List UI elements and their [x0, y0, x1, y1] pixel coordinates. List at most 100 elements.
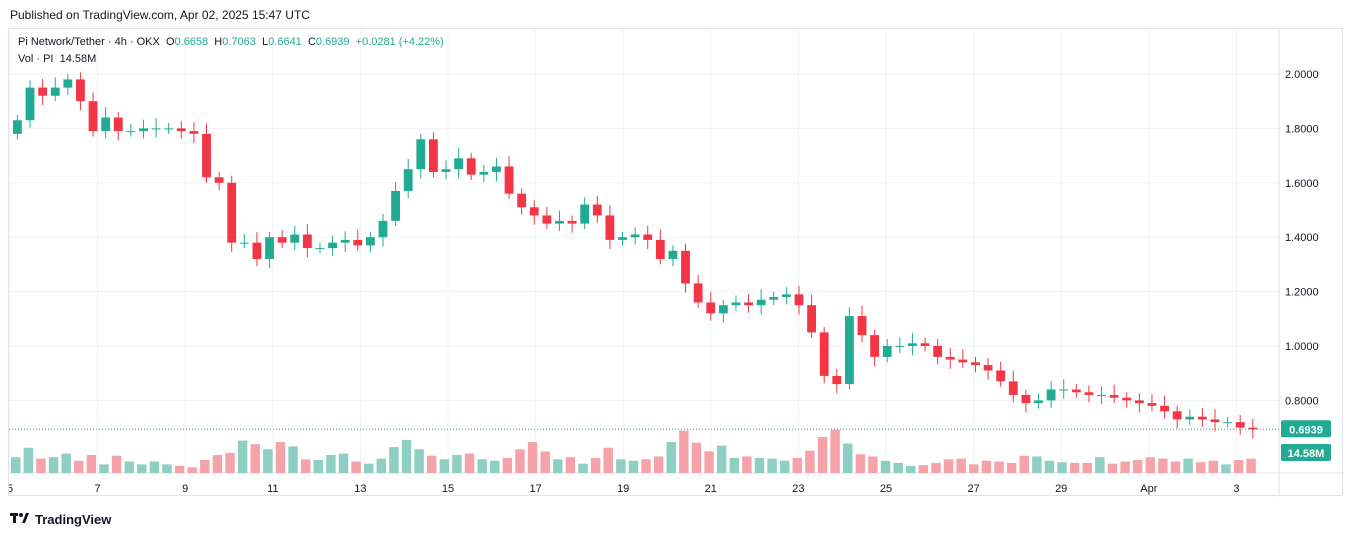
volume-bar: [187, 467, 197, 473]
volume-bar: [1170, 461, 1181, 473]
candle-body: [176, 128, 186, 132]
candle-body: [391, 190, 401, 221]
x-tick-label: 29: [1055, 483, 1067, 495]
candle-body: [996, 370, 1006, 382]
volume-bar: [1221, 464, 1231, 473]
candle-body: [126, 131, 136, 133]
y-tick-label: 2.0000: [1285, 69, 1319, 81]
chart-pane[interactable]: 2.0000 1.8000 1.6000 1.4000 1.2000 1.0000 0.80…: [8, 28, 1344, 497]
symbol-title[interactable]: Pi Network/Tether · 4h · OKX: [18, 36, 160, 48]
volume-bar: [943, 459, 954, 473]
candle-body: [416, 139, 426, 170]
volume-label: Vol · PI: [18, 53, 54, 65]
volume-bar: [477, 459, 487, 473]
volume-bar: [414, 449, 424, 473]
candle-body: [668, 250, 678, 259]
volume-bar: [439, 459, 450, 473]
candle-body: [1046, 389, 1056, 401]
volume-bar: [906, 465, 916, 473]
volume-bar: [742, 456, 752, 473]
candle-body: [290, 234, 300, 243]
y-tick-label: 1.8000: [1285, 123, 1319, 135]
volume-bar: [603, 447, 613, 473]
candle-body: [189, 131, 199, 134]
volume-bar: [464, 453, 475, 473]
candle-body: [1235, 422, 1245, 428]
volume-bar: [427, 455, 437, 473]
volume-bar: [300, 459, 311, 473]
candle-body: [1097, 394, 1106, 396]
candle-body: [1160, 405, 1169, 412]
candle-body: [845, 316, 854, 385]
volume-bar: [792, 457, 803, 473]
candle-body: [1172, 411, 1182, 420]
candle-body: [479, 171, 489, 175]
volume-bar: [704, 451, 714, 473]
y-tick-label: 0.8000: [1285, 395, 1319, 407]
candle-body: [239, 242, 249, 244]
volume-bar: [1158, 458, 1168, 473]
candle-body: [681, 250, 690, 284]
y-tick-label: 1.6000: [1285, 178, 1319, 190]
candle-body: [113, 117, 123, 132]
volume-bar: [338, 453, 349, 473]
candle-body: [429, 139, 438, 172]
low-label: L: [262, 36, 269, 48]
volume-bar: [1006, 462, 1017, 473]
volume-bar: [237, 440, 248, 473]
y-tick-label: 1.4000: [1285, 232, 1319, 244]
x-tick-label: Apr: [1140, 483, 1157, 495]
candle-body: [76, 79, 85, 102]
volume-bar: [1132, 460, 1143, 473]
volume-bar: [1233, 460, 1244, 473]
y-tick-label: 1.0000: [1285, 341, 1319, 353]
candle-body: [25, 87, 35, 121]
volume-bar: [981, 460, 992, 473]
volume-bar: [1082, 462, 1092, 473]
volume-bar: [1183, 458, 1193, 473]
candle-body: [971, 362, 980, 366]
volume-bar: [162, 464, 172, 473]
candle-body: [466, 158, 476, 175]
candle-body: [517, 193, 527, 208]
candle-body: [340, 239, 350, 243]
candle-body: [983, 365, 993, 371]
volume-bar: [767, 458, 777, 473]
volume-bar: [691, 442, 702, 473]
last-volume-label: 14.58M: [1288, 448, 1325, 460]
volume-bar: [48, 457, 59, 473]
candle-body: [378, 220, 388, 238]
brand-name: TradingView: [35, 512, 112, 527]
volume-bar: [99, 464, 109, 473]
volume-bar: [590, 457, 601, 473]
price-chart[interactable]: 2.0000 1.8000 1.6000 1.4000 1.2000 1.0000 0.80…: [9, 29, 1344, 497]
volume-bar: [61, 453, 71, 473]
volume-bar: [225, 452, 235, 473]
candle-body: [1109, 394, 1119, 398]
candle-body: [1059, 389, 1069, 391]
volume-bar: [628, 460, 639, 473]
volume-bar: [111, 455, 122, 473]
candle-body: [630, 234, 640, 238]
volume-bar: [565, 457, 576, 473]
low-value: 0.6641: [268, 36, 302, 48]
last-price-badge: [1281, 420, 1331, 438]
volume-bar: [1019, 455, 1029, 473]
candle-body: [1071, 389, 1081, 393]
volume-bar: [452, 455, 462, 473]
candle-body: [492, 166, 501, 172]
candle-body: [857, 316, 867, 336]
candle-body: [618, 237, 627, 240]
open-value: 0.6658: [174, 36, 209, 48]
candle-body: [744, 302, 753, 306]
candle-body: [1134, 400, 1144, 404]
candle-body: [769, 297, 779, 300]
candle-body: [555, 220, 564, 224]
x-tick-label: 27: [967, 483, 979, 495]
candle-body: [88, 101, 98, 132]
volume-bar: [1120, 461, 1130, 473]
candle-body: [139, 128, 148, 132]
candle-body: [403, 169, 413, 191]
candle-body: [365, 237, 375, 246]
candle-body: [731, 302, 741, 306]
